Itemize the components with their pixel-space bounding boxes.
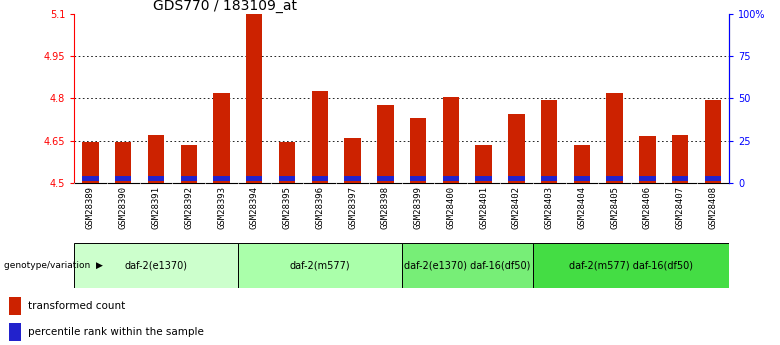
Bar xyxy=(180,176,197,181)
FancyBboxPatch shape xyxy=(74,243,238,288)
Bar xyxy=(378,105,393,183)
Text: GSM28395: GSM28395 xyxy=(282,186,292,229)
Bar xyxy=(279,176,295,181)
Bar xyxy=(607,93,623,183)
FancyBboxPatch shape xyxy=(533,243,729,288)
Text: GSM28403: GSM28403 xyxy=(544,186,554,229)
Text: daf-2(m577) daf-16(df50): daf-2(m577) daf-16(df50) xyxy=(569,261,693,270)
Bar xyxy=(83,142,98,183)
Bar xyxy=(148,176,164,181)
Bar xyxy=(410,176,426,181)
FancyBboxPatch shape xyxy=(402,243,533,288)
Bar xyxy=(83,176,98,181)
Bar xyxy=(312,91,328,183)
Bar xyxy=(541,176,557,181)
Text: GSM28392: GSM28392 xyxy=(184,186,193,229)
Bar xyxy=(214,93,229,183)
Bar xyxy=(9,297,22,315)
Bar xyxy=(9,323,22,341)
Text: GSM28407: GSM28407 xyxy=(675,186,685,229)
Text: GSM28398: GSM28398 xyxy=(381,186,390,229)
Bar xyxy=(180,145,197,183)
Text: daf-2(e1370) daf-16(df50): daf-2(e1370) daf-16(df50) xyxy=(404,261,530,270)
Bar xyxy=(410,118,426,183)
Text: GSM28393: GSM28393 xyxy=(217,186,226,229)
Text: daf-2(e1370): daf-2(e1370) xyxy=(125,261,187,270)
Bar xyxy=(378,176,393,181)
Bar xyxy=(443,176,459,181)
Text: GSM28400: GSM28400 xyxy=(446,186,456,229)
Bar xyxy=(246,14,262,183)
Bar xyxy=(509,176,525,181)
Bar xyxy=(607,176,623,181)
Text: GSM28402: GSM28402 xyxy=(512,186,521,229)
Text: GSM28396: GSM28396 xyxy=(315,186,324,229)
Text: genotype/variation  ▶: genotype/variation ▶ xyxy=(4,261,103,270)
Bar xyxy=(443,97,459,183)
Text: daf-2(m577): daf-2(m577) xyxy=(289,261,350,270)
Text: GSM28399: GSM28399 xyxy=(413,186,423,229)
Bar xyxy=(115,142,131,183)
Bar xyxy=(574,176,590,181)
Bar xyxy=(345,176,360,181)
Text: GSM28405: GSM28405 xyxy=(610,186,619,229)
Bar xyxy=(345,138,360,183)
Text: GSM28394: GSM28394 xyxy=(250,186,259,229)
Bar xyxy=(509,114,525,183)
Bar xyxy=(279,142,295,183)
Text: GSM28397: GSM28397 xyxy=(348,186,357,229)
Text: GSM28401: GSM28401 xyxy=(479,186,488,229)
Bar xyxy=(705,100,722,183)
Text: transformed count: transformed count xyxy=(28,301,125,311)
Bar xyxy=(115,176,131,181)
FancyBboxPatch shape xyxy=(238,243,402,288)
Bar xyxy=(312,176,328,181)
Bar xyxy=(541,100,557,183)
Bar xyxy=(246,176,262,181)
Bar xyxy=(640,136,656,183)
Bar xyxy=(574,145,590,183)
Bar xyxy=(476,176,492,181)
Bar xyxy=(214,176,229,181)
Text: percentile rank within the sample: percentile rank within the sample xyxy=(28,327,204,337)
Bar xyxy=(476,145,492,183)
Text: GSM28406: GSM28406 xyxy=(643,186,652,229)
Bar xyxy=(672,135,689,183)
Text: GSM28390: GSM28390 xyxy=(119,186,128,229)
Bar xyxy=(148,135,164,183)
Text: GDS770 / 183109_at: GDS770 / 183109_at xyxy=(153,0,296,13)
Text: GSM28391: GSM28391 xyxy=(151,186,161,229)
Bar xyxy=(672,176,689,181)
Text: GSM28404: GSM28404 xyxy=(577,186,587,229)
Bar xyxy=(640,176,656,181)
Text: GSM28408: GSM28408 xyxy=(708,186,718,229)
Text: GSM28389: GSM28389 xyxy=(86,186,95,229)
Bar xyxy=(705,176,722,181)
